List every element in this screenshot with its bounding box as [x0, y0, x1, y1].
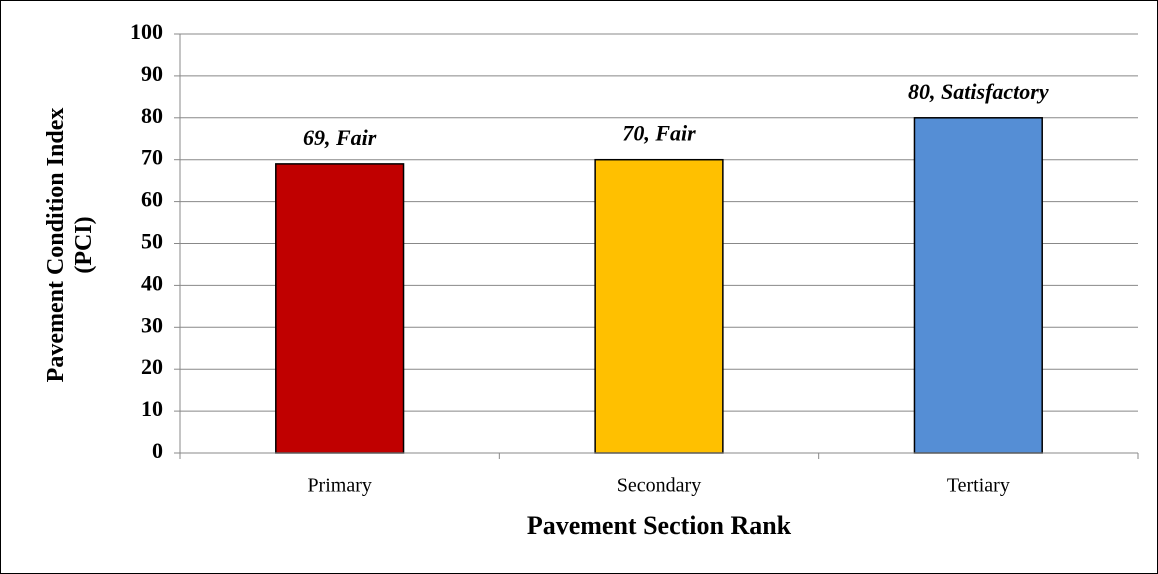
x-axis-title: Pavement Section Rank	[527, 511, 792, 540]
data-label: 69, Fair	[303, 125, 377, 150]
y-tick-label: 10	[141, 396, 163, 421]
y-tick-label: 100	[130, 19, 163, 44]
y-tick-label: 70	[141, 145, 163, 170]
y-tick-label: 50	[141, 229, 163, 254]
y-tick-label: 20	[141, 354, 163, 379]
y-axis-title: Pavement Condition Index (PCI)	[43, 107, 97, 383]
y-tick-label: 30	[141, 312, 163, 337]
y-tick-label: 80	[141, 103, 163, 128]
x-tick-label: Primary	[307, 475, 371, 497]
y-tick-label: 90	[141, 61, 163, 86]
y-tick-label: 0	[152, 438, 163, 463]
data-label: 80, Satisfactory	[908, 79, 1049, 104]
bar	[275, 163, 405, 454]
x-tick-label: Tertiary	[947, 475, 1010, 497]
x-tick-label: Secondary	[617, 475, 701, 497]
bar	[594, 158, 724, 454]
y-tick-label: 60	[141, 187, 163, 212]
bar	[913, 117, 1043, 454]
y-tick-label: 40	[141, 270, 163, 295]
data-label: 70, Fair	[622, 121, 696, 146]
